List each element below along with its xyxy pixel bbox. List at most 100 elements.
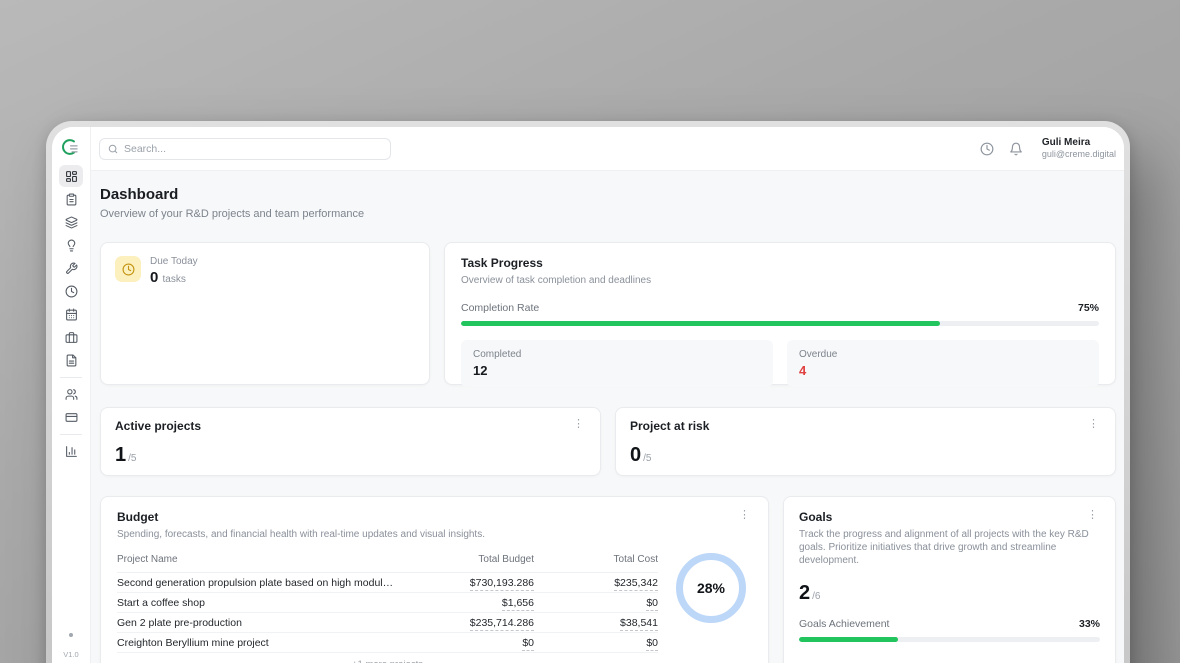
goals-achievement-track [799, 637, 1100, 642]
user-name: Guli Meira [1041, 137, 1091, 148]
page-subtitle: Overview of your R&D projects and team p… [100, 208, 365, 220]
overdue-value: 4 [799, 363, 807, 378]
app-window: V1.0 [52, 127, 1124, 663]
overdue-label: Overdue [799, 349, 838, 360]
user-email: guli@creme.digital [1041, 149, 1116, 159]
briefcase-icon [65, 331, 78, 344]
completed-value: 12 [473, 363, 488, 378]
goals-achievement-fill [799, 637, 899, 642]
sidebar-item-billing[interactable] [59, 406, 83, 428]
budget-usage-ring: 28% [676, 553, 746, 623]
sidebar-item-calendar[interactable] [59, 303, 83, 325]
sidebar-footer: V1.0 [52, 624, 90, 659]
active-projects-total: /5 [128, 453, 137, 464]
app-logo [62, 138, 80, 156]
column-total-budget: Total Budget [478, 554, 534, 565]
lightbulb-icon [65, 239, 78, 252]
project-at-risk-total: /5 [643, 453, 652, 464]
goals-menu-button[interactable]: ⋮ [1087, 509, 1098, 521]
goals-card: Goals ⋮ Track the progress and alignment… [783, 496, 1116, 663]
budget-table-row: Second generation propulsion plate based… [117, 573, 658, 593]
budget-menu-button[interactable]: ⋮ [739, 509, 750, 521]
project-name: Second generation propulsion plate based… [117, 576, 404, 589]
sidebar-item-tasks[interactable] [59, 188, 83, 210]
overdue-stat: Overdue 4 [787, 340, 1099, 387]
goals-subtitle: Track the progress and alignment of all … [799, 529, 1089, 566]
sidebar-item-projects[interactable] [59, 211, 83, 233]
project-at-risk-menu-button[interactable]: ⋮ [1088, 418, 1099, 430]
budget-table-row: Start a coffee shop $1,656 $0 [117, 593, 658, 613]
sidebar-item-dashboard[interactable] [59, 165, 83, 187]
clipboard-icon [65, 193, 78, 206]
total-cost-value[interactable]: $38,541 [620, 616, 658, 631]
sidebar-divider [60, 377, 82, 378]
active-projects-menu-button[interactable]: ⋮ [573, 418, 584, 430]
completed-label: Completed [473, 349, 522, 360]
column-project-name: Project Name [117, 554, 178, 565]
goals-total: /6 [812, 591, 821, 602]
total-budget-value[interactable]: $730,193.286 [469, 576, 534, 591]
completed-stat: Completed 12 [461, 340, 773, 387]
credit-card-icon [65, 411, 78, 424]
goals-title: Goals [799, 510, 833, 524]
layers-icon [65, 216, 78, 229]
search-box[interactable] [99, 137, 391, 160]
device-frame: V1.0 [46, 121, 1130, 663]
budget-subtitle: Spending, forecasts, and financial healt… [117, 529, 485, 540]
sidebar-item-ideas[interactable] [59, 234, 83, 256]
active-projects-value: 1 [115, 444, 127, 466]
bell-icon [1009, 142, 1022, 155]
sidebar-item-team[interactable] [59, 383, 83, 405]
task-progress-card: Task Progress Overview of task completio… [444, 242, 1116, 387]
budget-usage-value: 28% [696, 580, 726, 596]
completion-rate-value: 75% [1077, 302, 1099, 314]
file-icon [65, 354, 78, 367]
total-cost-value[interactable]: $0 [646, 636, 658, 651]
history-button[interactable] [979, 141, 995, 157]
project-name: Gen 2 plate pre-production [117, 616, 242, 629]
sidebar-divider [60, 434, 82, 435]
total-budget-value[interactable]: $235,714.286 [469, 616, 534, 631]
sidebar-item-tools[interactable] [59, 257, 83, 279]
sidebar-item-documents[interactable] [59, 349, 83, 371]
more-projects-link[interactable]: +1 more projects [117, 659, 658, 663]
app-version: V1.0 [63, 650, 79, 659]
project-at-risk-card: Project at risk ⋮ 0 /5 [615, 407, 1116, 476]
total-cost-value[interactable]: $0 [646, 596, 658, 611]
budget-table: Project Name Total Budget Total Cost Sec… [117, 554, 658, 663]
wrench-icon [65, 262, 78, 275]
goals-achievement-label: Goals Achievement [799, 618, 890, 630]
bar-chart-icon [65, 445, 78, 458]
notifications-button[interactable] [1008, 141, 1024, 157]
project-name: Start a coffee shop [117, 596, 205, 609]
goals-achievement-value: 33% [1078, 618, 1100, 630]
project-at-risk-title: Project at risk [630, 419, 710, 433]
user-menu[interactable]: Guli Meira guli@creme.digital [1042, 137, 1116, 160]
task-progress-title: Task Progress [461, 256, 543, 270]
task-progress-subtitle: Overview of task completion and deadline… [461, 275, 652, 286]
total-budget-value[interactable]: $0 [522, 636, 534, 651]
goals-value: 2 [799, 582, 811, 604]
project-name: Creighton Beryllium mine project [117, 636, 269, 649]
total-budget-value[interactable]: $1,656 [501, 596, 534, 611]
due-today-label: Due Today [150, 256, 198, 267]
users-icon [65, 388, 78, 401]
due-today-value: 0 tasks [150, 269, 186, 286]
budget-title: Budget [117, 510, 159, 524]
sidebar-item-time[interactable] [59, 280, 83, 302]
completion-rate-fill [461, 321, 940, 326]
sidebar-item-reports[interactable] [59, 440, 83, 462]
calendar-icon [65, 308, 78, 321]
sidebar: V1.0 [52, 127, 91, 663]
status-dot [69, 633, 73, 637]
history-clock-icon [980, 142, 994, 155]
topbar: Guli Meira guli@creme.digital [91, 127, 1124, 170]
search-input[interactable] [124, 142, 382, 155]
main-area: Guli Meira guli@creme.digital Dashboard … [91, 127, 1124, 663]
total-cost-value[interactable]: $235,342 [614, 576, 658, 591]
sidebar-item-portfolio[interactable] [59, 326, 83, 348]
budget-card: Budget Spending, forecasts, and financia… [100, 496, 769, 663]
completion-rate-track [461, 321, 1099, 326]
layout-dashboard-icon [65, 170, 78, 183]
